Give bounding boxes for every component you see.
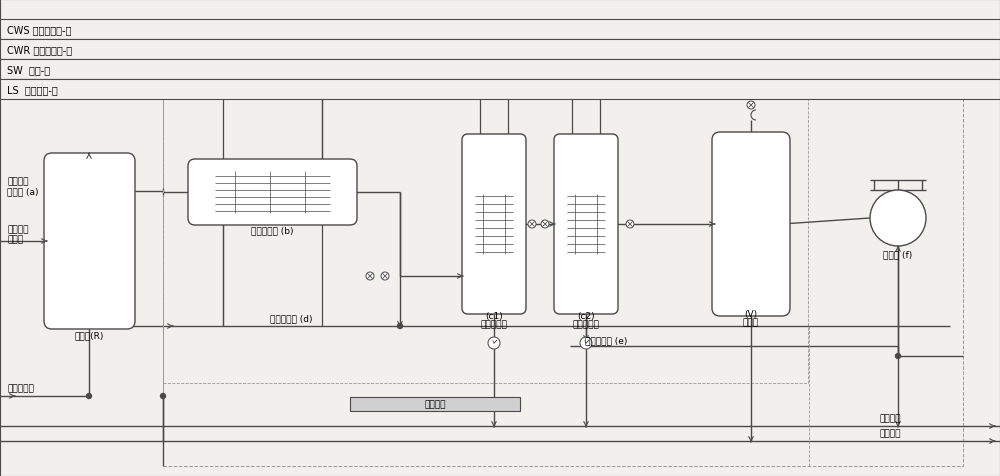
Text: 塔顶产品: 塔顶产品 <box>880 428 902 437</box>
Circle shape <box>541 220 549 228</box>
Text: (c1): (c1) <box>485 311 503 320</box>
FancyBboxPatch shape <box>44 154 135 329</box>
Text: 精馏塔顶: 精馏塔顶 <box>7 177 28 186</box>
Circle shape <box>87 394 92 399</box>
Bar <box>0 20 1000 40</box>
Circle shape <box>626 220 634 228</box>
Circle shape <box>160 394 166 399</box>
Bar <box>0 40 1000 60</box>
Text: 回收产品: 回收产品 <box>880 414 902 423</box>
Bar <box>163 89 808 383</box>
Bar <box>0 80 1000 100</box>
Text: 缓冲罐: 缓冲罐 <box>743 318 759 327</box>
Bar <box>0 80 1000 476</box>
Text: 真空泵 (f): 真空泵 (f) <box>883 250 913 259</box>
Circle shape <box>381 272 389 280</box>
Text: (V): (V) <box>744 310 758 319</box>
FancyBboxPatch shape <box>554 135 618 314</box>
Circle shape <box>747 102 755 110</box>
Text: 冷凝器: 冷凝器 <box>7 235 23 244</box>
Text: 二级尾冷器: 二级尾冷器 <box>481 320 507 329</box>
Circle shape <box>398 324 402 329</box>
Text: 一级不凝气 (d): 一级不凝气 (d) <box>270 314 312 323</box>
Circle shape <box>366 272 374 280</box>
Bar <box>350 397 520 411</box>
Bar <box>163 87 963 466</box>
Text: 一级尾冷器 (b): 一级尾冷器 (b) <box>251 226 294 235</box>
Circle shape <box>870 190 926 247</box>
Text: SW  热水-进: SW 热水-进 <box>7 65 50 75</box>
Text: 回流罐(R): 回流罐(R) <box>75 331 104 340</box>
Text: 来自塔顶: 来自塔顶 <box>7 225 28 234</box>
Circle shape <box>896 354 900 359</box>
Text: (c2): (c2) <box>577 311 595 320</box>
Text: 二级不凝气 (e): 二级不凝气 (e) <box>585 336 627 345</box>
Text: 二级尾冷器: 二级尾冷器 <box>573 320 599 329</box>
Text: 去塔顶回流: 去塔顶回流 <box>7 384 34 393</box>
Circle shape <box>528 220 536 228</box>
Text: 热水伴管: 热水伴管 <box>424 400 446 408</box>
Text: CWS 循环冷却水-进: CWS 循环冷却水-进 <box>7 25 71 35</box>
Text: 不凝气 (a): 不凝气 (a) <box>7 187 38 196</box>
Text: CWR 循环冷却水-回: CWR 循环冷却水-回 <box>7 45 72 55</box>
FancyBboxPatch shape <box>462 135 526 314</box>
FancyBboxPatch shape <box>188 159 357 226</box>
Bar <box>0 60 1000 80</box>
Circle shape <box>580 337 592 349</box>
FancyBboxPatch shape <box>712 133 790 317</box>
Text: LS  低压蒸汽-进: LS 低压蒸汽-进 <box>7 85 58 95</box>
Circle shape <box>488 337 500 349</box>
